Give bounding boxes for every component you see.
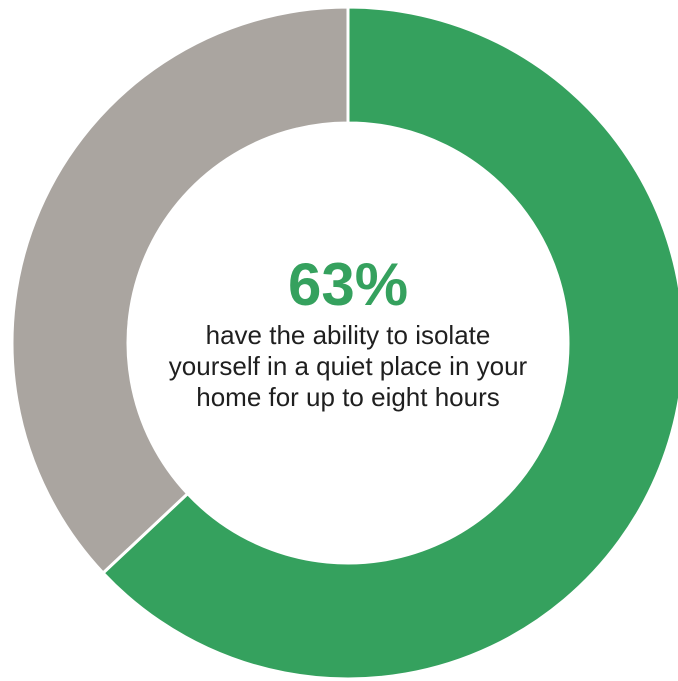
donut-slice-1	[10, 5, 350, 576]
center-percentage: 63%	[287, 251, 409, 318]
center-label: 63% have the ability to isolate yourself…	[160, 252, 536, 413]
donut-slice-0	[100, 5, 678, 681]
center-caption: have the ability to isolate yourself in …	[168, 320, 528, 412]
